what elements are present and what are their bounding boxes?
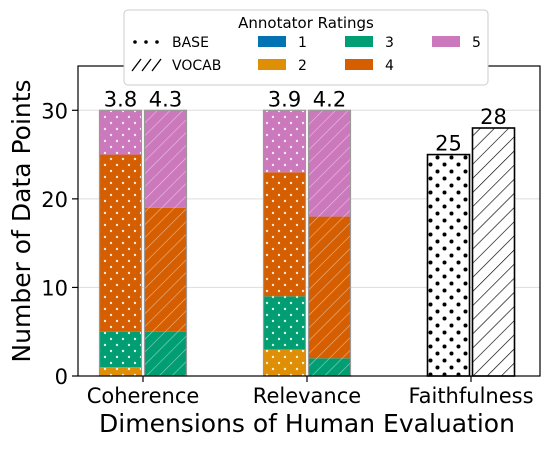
bar-coherence-vocab-rating-4: [144, 207, 187, 332]
legend-label-4: 4: [385, 58, 394, 74]
bar-label-faithfulness-vocab: 28: [480, 105, 507, 129]
legend-label-base: BASE: [172, 35, 209, 51]
legend-item-2: 2: [258, 58, 307, 74]
legend-swatch-2: [258, 59, 286, 70]
axis-ticks: 0 10 20 30 Coherence Relevance Faithfulness: [41, 99, 533, 408]
legend-item-5: 5: [432, 35, 481, 51]
legend-swatch-4: [345, 59, 373, 70]
legend-title: Annotator Ratings: [238, 14, 374, 32]
y-axis-label: Number of Data Points: [7, 79, 36, 362]
bar-coherence-vocab-rating-5: [144, 110, 187, 208]
bar-coherence-base-rating-3: [99, 331, 142, 368]
y-tick-label-20: 20: [41, 188, 68, 212]
legend-item-4: 4: [345, 58, 394, 74]
x-axis-label: Dimensions of Human Evaluation: [99, 409, 515, 438]
legend-item-base: BASE: [133, 35, 209, 51]
x-tick-label-relevance: Relevance: [253, 384, 361, 408]
legend: Annotator Ratings BASE VOCAB 1 2 3 4 5: [123, 9, 489, 86]
legend-swatch-1: [258, 36, 286, 47]
bar-coherence-base-rating-2: [99, 367, 142, 376]
bar-label-coherence-base: 3.8: [104, 87, 137, 111]
bar-relevance-base-rating-4: [263, 172, 306, 297]
bar-label-faithfulness-base: 25: [435, 132, 462, 156]
y-tick-label-30: 30: [41, 99, 68, 123]
legend-label-5: 5: [472, 35, 481, 51]
legend-item-vocab: VOCAB: [131, 58, 221, 74]
bar-relevance-vocab-rating-5: [308, 110, 351, 217]
bar-faithfulness-base: [426, 153, 471, 377]
bar-faithfulness-vocab: [471, 127, 516, 377]
y-tick-label-0: 0: [55, 365, 68, 389]
legend-item-3: 3: [345, 35, 394, 51]
legend-swatch-5: [432, 36, 460, 47]
bar-label-relevance-base: 3.9: [268, 87, 301, 111]
bar-coherence-base-rating-5: [99, 110, 142, 155]
legend-label-1: 1: [298, 35, 307, 51]
bar-relevance-base-rating-2: [263, 349, 306, 376]
legend-swatch-3: [345, 36, 373, 47]
legend-item-1: 1: [258, 35, 307, 51]
legend-label-3: 3: [385, 35, 394, 51]
bar-coherence-vocab-rating-3: [144, 331, 187, 376]
bar-relevance-base-rating-5: [263, 110, 306, 173]
bar-coherence-base-rating-4: [99, 154, 142, 332]
bar-label-relevance-vocab: 4.2: [313, 87, 346, 111]
legend-box: [123, 9, 489, 86]
bar-label-coherence-vocab: 4.3: [149, 87, 182, 111]
x-tick-label-coherence: Coherence: [87, 384, 200, 408]
legend-label-2: 2: [298, 58, 307, 74]
bar-relevance-base-rating-3: [263, 296, 306, 350]
x-tick-label-faithfulness: Faithfulness: [408, 384, 533, 408]
legend-label-vocab: VOCAB: [172, 58, 221, 74]
bar-relevance-vocab-rating-4: [308, 216, 351, 359]
bar-labels: 3.8 4.3 3.9 4.2 25 28: [104, 87, 507, 155]
y-tick-label-10: 10: [41, 276, 68, 300]
bar-relevance-vocab-rating-3: [308, 358, 351, 376]
